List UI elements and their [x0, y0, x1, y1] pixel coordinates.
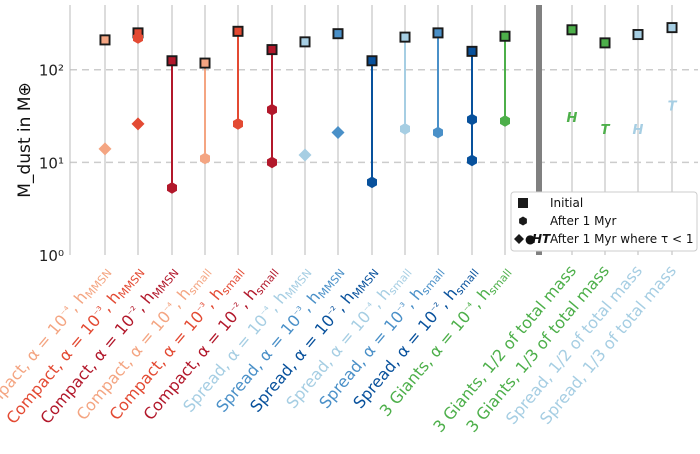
y-tick-label-0: 10⁰: [39, 247, 64, 265]
legend: Initial After 1 Myr ●HT After 1 Myr where τ…: [510, 191, 698, 252]
x-tick-label-15: Spread, 1/2 of total mass: [502, 261, 646, 428]
y-tick-label-1: 10¹: [39, 154, 64, 172]
tau-marker-14: T: [601, 123, 611, 138]
after-marker-10: [435, 29, 441, 37]
tau-marker-12: [500, 115, 510, 127]
after-marker-12: [502, 33, 508, 40]
initial-marker-fill-11: [468, 47, 476, 55]
tau-marker-7: [331, 126, 345, 140]
after-marker-1: [133, 32, 143, 44]
after-marker-7: [335, 30, 341, 37]
tau-marker-1: [131, 117, 145, 131]
after-marker-5: [267, 156, 277, 169]
legend-diamond-icon: [514, 234, 524, 244]
tau-marker-0: [98, 142, 112, 156]
y-tick-labels: 10⁰ 10¹ 10²: [39, 62, 64, 265]
initial-marker-fill-2: [168, 57, 176, 65]
legend-dot-icon: ●: [525, 232, 535, 246]
after-marker-3: [202, 59, 208, 67]
after-marker-4: [235, 28, 241, 35]
after-marker-11: [467, 154, 477, 167]
tau-marker-3: [200, 152, 210, 165]
after-marker-2: [167, 182, 177, 194]
after-marker-0: [102, 36, 108, 44]
legend-label-1: After 1 Myr: [550, 214, 617, 228]
initial-marker-fill-5: [268, 45, 276, 54]
after-marker-9: [402, 33, 408, 41]
x-tick-label-14: 3 Giants, 1/3 of total mass: [462, 261, 613, 436]
tau-marker-10: [433, 126, 443, 139]
y-tick-label-2: 10²: [39, 62, 64, 80]
initial-marker-fill-8: [368, 57, 376, 65]
legend-label-2: After 1 Myr where τ < 1: [550, 232, 694, 246]
legend-square-icon: [518, 198, 528, 208]
tau-marker-6: [298, 148, 312, 162]
initial-marker-fill-16: [668, 24, 676, 32]
tau-marker-13: H: [567, 111, 578, 126]
legend-box: [510, 191, 698, 252]
tau-marker-4: [233, 118, 243, 130]
grid-layer: [70, 68, 698, 164]
tau-marker-16: T: [668, 100, 678, 115]
legend-hexagon-icon: [519, 216, 527, 226]
legend-label-0: Initial: [550, 196, 583, 210]
initial-marker-fill-15: [634, 30, 642, 39]
after-marker-8: [367, 176, 377, 189]
data-markers: H T H T: [98, 22, 678, 194]
after-marker-6: [302, 38, 308, 46]
tau-marker-11: [467, 113, 477, 126]
initial-marker-fill-14: [601, 39, 609, 47]
tau-marker-5: [267, 103, 277, 116]
y-axis-label: M_dust in M⊕: [15, 82, 35, 197]
tau-marker-9: [400, 123, 410, 135]
initial-marker-fill-13: [568, 26, 576, 34]
legend-ht-letters: HT: [532, 232, 551, 246]
tau-marker-15: H: [633, 123, 644, 138]
